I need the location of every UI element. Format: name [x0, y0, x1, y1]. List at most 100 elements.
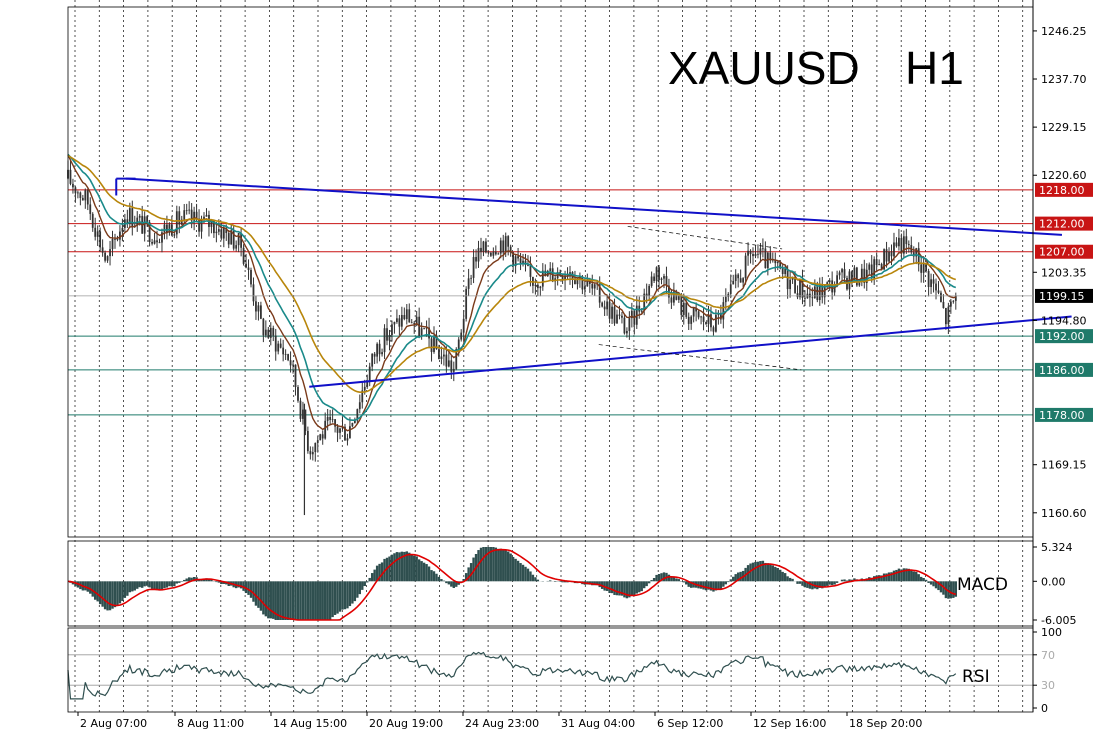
candle-body	[368, 366, 371, 383]
candle-body	[677, 295, 680, 300]
candle-body	[744, 255, 747, 279]
candle-body	[947, 306, 950, 325]
candle-body	[742, 278, 745, 283]
candle-body	[878, 264, 881, 266]
candle-body	[541, 270, 544, 287]
candle-body	[161, 232, 163, 243]
candle-body	[425, 327, 428, 329]
time-tick-label: 24 Aug 23:00	[465, 717, 539, 730]
candle-body	[450, 360, 453, 372]
candle-body	[366, 382, 369, 387]
candle-body	[104, 252, 106, 261]
candle-body	[195, 211, 198, 219]
candle-body	[128, 208, 131, 224]
candle-body	[72, 183, 74, 188]
candle-body	[935, 283, 937, 291]
candle-body	[932, 279, 935, 284]
candle-body	[670, 297, 673, 303]
candle-body	[853, 267, 856, 283]
candle-body	[732, 280, 735, 285]
candle-body	[658, 267, 660, 280]
candle-body	[391, 324, 393, 336]
level-badge-label: 1178.00	[1039, 409, 1085, 422]
rsi-tick-label: 30	[1041, 679, 1055, 692]
candle-body	[200, 219, 203, 232]
candle-body	[855, 267, 858, 286]
candle-body	[851, 271, 853, 283]
candle-body	[257, 305, 260, 312]
candle-body	[415, 316, 418, 325]
candle-body	[319, 434, 322, 441]
panel-frame	[67, 540, 1034, 627]
candle-body	[240, 232, 243, 248]
candle-body	[880, 264, 883, 270]
candle-body	[796, 293, 799, 298]
candle-body	[608, 301, 611, 319]
candle-body	[586, 280, 589, 287]
candle-body	[574, 278, 576, 285]
candle-body	[603, 306, 606, 310]
candle-body	[752, 254, 754, 257]
candle-body	[433, 336, 435, 352]
candle-body	[858, 281, 861, 286]
candle-body	[715, 314, 717, 332]
candle-body	[351, 422, 354, 427]
candle-body	[378, 343, 381, 355]
candle-body	[324, 420, 327, 439]
candle-body	[645, 293, 648, 297]
candle-body	[445, 354, 448, 367]
macd-tick-label: -6.005	[1041, 614, 1076, 627]
price-tick-label: 1220.60	[1041, 169, 1087, 182]
candle-body	[383, 328, 386, 353]
candle-body	[925, 263, 928, 271]
candle-body	[893, 242, 895, 257]
candle-body	[89, 204, 92, 214]
price-candles	[67, 160, 957, 516]
candle-body	[766, 252, 769, 269]
candle-body	[618, 314, 621, 316]
candle-body	[460, 332, 463, 340]
candle-body	[81, 197, 84, 201]
candle-body	[245, 263, 247, 268]
candle-body	[601, 302, 604, 307]
price-tick-label: 1169.15	[1041, 459, 1087, 472]
vertical-grid	[74, 0, 1024, 712]
candle-body	[680, 295, 683, 315]
candle-body	[816, 286, 819, 301]
candle-body	[630, 310, 633, 319]
candle-body	[217, 229, 220, 232]
moving-average-line	[67, 155, 957, 394]
rsi-tick-label: 100	[1041, 626, 1062, 639]
candle-body	[512, 252, 515, 267]
price-tick-label: 1246.25	[1041, 25, 1087, 38]
candle-body	[907, 244, 910, 246]
candle-body	[331, 419, 334, 420]
candle-body	[507, 236, 510, 247]
candle-body	[356, 409, 359, 421]
candle-body	[442, 354, 445, 357]
candle-body	[949, 301, 952, 307]
candle-body	[801, 279, 804, 298]
candle-body	[274, 335, 277, 352]
inner-channel-upper	[627, 226, 783, 250]
current-price-label: 1199.15	[1039, 290, 1085, 303]
trendline-lower	[309, 315, 1072, 388]
level-badge-label: 1207.00	[1039, 246, 1085, 259]
level-badge	[1035, 362, 1093, 377]
candle-body	[611, 306, 613, 319]
candle-body	[336, 426, 339, 433]
candle-body	[116, 238, 119, 240]
moving-averages	[67, 153, 957, 432]
candle-body	[653, 276, 655, 281]
candle-body	[625, 330, 628, 334]
time-tick-label: 14 Aug 15:00	[273, 717, 347, 730]
candle-body	[353, 420, 356, 423]
candle-body	[821, 284, 824, 298]
candle-body	[890, 251, 893, 257]
candle-body	[230, 230, 233, 245]
candle-body	[205, 214, 208, 217]
candle-body	[774, 259, 777, 264]
time-tick-label: 20 Aug 19:00	[369, 717, 443, 730]
candle-body	[527, 264, 529, 266]
time-tick-label: 8 Aug 11:00	[177, 717, 244, 730]
